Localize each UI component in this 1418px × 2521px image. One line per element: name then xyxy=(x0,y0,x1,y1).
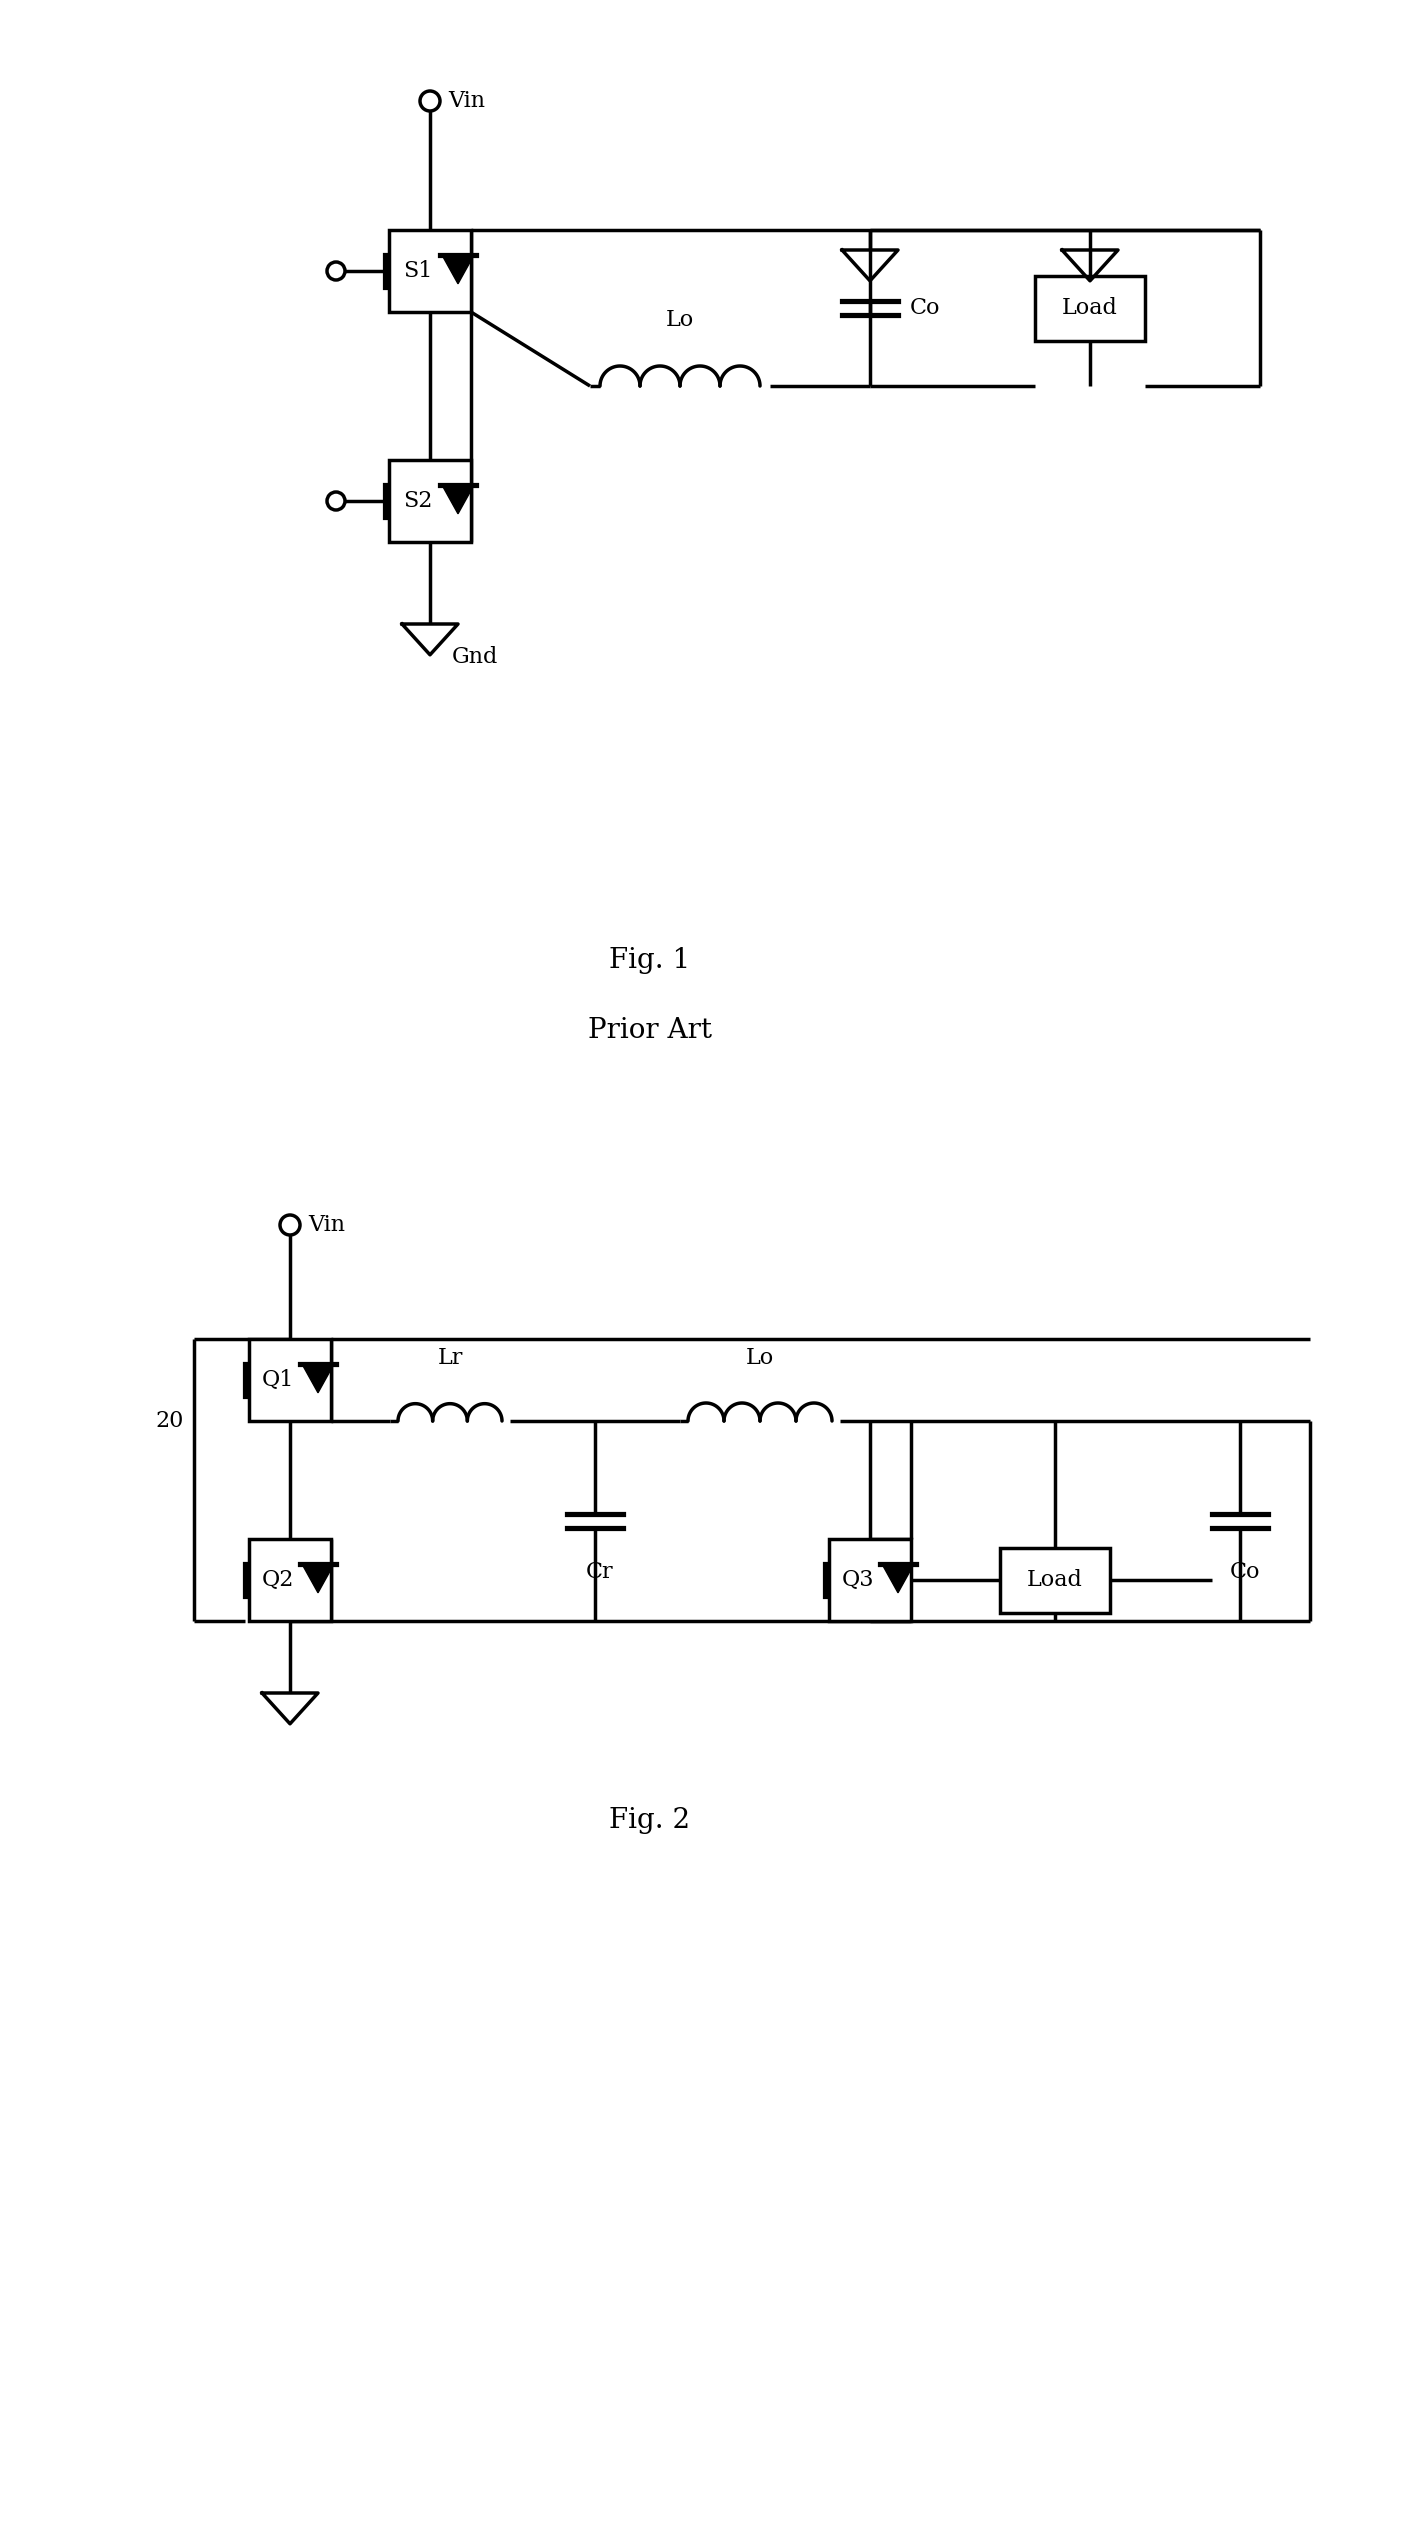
Text: Load: Load xyxy=(1062,297,1117,320)
Polygon shape xyxy=(442,484,474,514)
Polygon shape xyxy=(302,1364,335,1392)
Text: Cr: Cr xyxy=(586,1560,614,1583)
Text: Q3: Q3 xyxy=(842,1568,875,1591)
Text: Co: Co xyxy=(1229,1560,1261,1583)
Text: Q1: Q1 xyxy=(262,1369,294,1392)
Text: Lo: Lo xyxy=(666,310,695,330)
Text: Gnd: Gnd xyxy=(452,645,498,668)
Text: S1: S1 xyxy=(403,260,432,282)
Bar xyxy=(830,1538,910,1621)
Text: Prior Art: Prior Art xyxy=(588,1018,712,1044)
Bar xyxy=(1035,275,1144,340)
Text: Fig. 2: Fig. 2 xyxy=(610,1808,691,1835)
Polygon shape xyxy=(442,255,474,285)
Text: Vin: Vin xyxy=(308,1215,345,1235)
Bar xyxy=(389,229,471,313)
Text: Fig. 1: Fig. 1 xyxy=(610,948,691,976)
Text: Vin: Vin xyxy=(448,91,485,111)
Text: Co: Co xyxy=(910,297,940,320)
Bar xyxy=(1000,1548,1110,1613)
Text: Lr: Lr xyxy=(437,1346,462,1369)
Bar xyxy=(389,459,471,542)
Polygon shape xyxy=(882,1563,915,1593)
Bar xyxy=(250,1339,330,1422)
Text: Q2: Q2 xyxy=(262,1568,294,1591)
Text: 20: 20 xyxy=(156,1409,184,1432)
Bar xyxy=(250,1538,330,1621)
Text: S2: S2 xyxy=(403,489,432,512)
Polygon shape xyxy=(302,1563,335,1593)
Text: Lo: Lo xyxy=(746,1346,774,1369)
Text: Load: Load xyxy=(1027,1568,1083,1591)
